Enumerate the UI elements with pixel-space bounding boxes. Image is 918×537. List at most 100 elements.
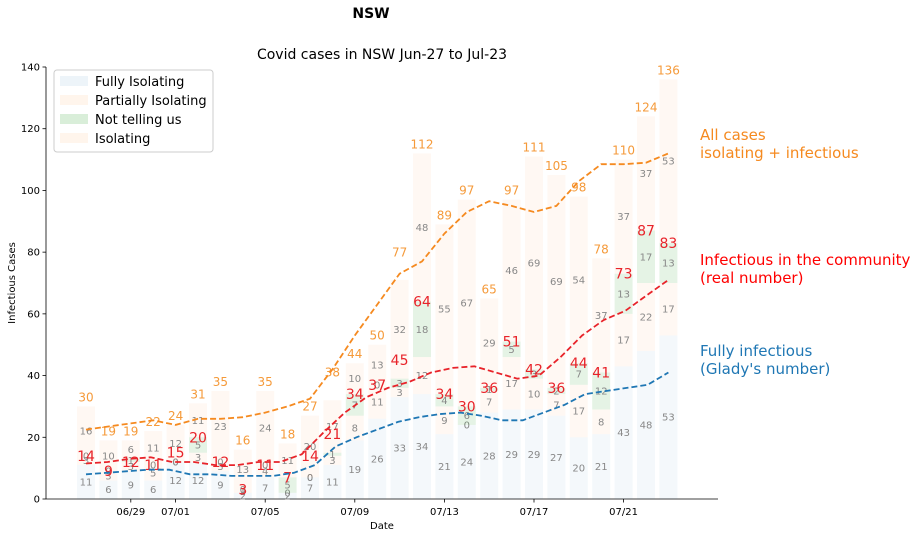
infectious-label-15: 64 (413, 295, 431, 311)
bar-label-1-17: 24 (460, 457, 473, 468)
infectious-label-26: 83 (659, 236, 677, 252)
bar-1-7 (233, 492, 252, 499)
bar-4-8 (256, 391, 275, 466)
infectious-label-10: 14 (301, 449, 319, 465)
bar-4-15 (413, 153, 431, 302)
bar-label-2-26: 17 (662, 305, 675, 316)
bar-label-4-1: 10 (102, 451, 115, 462)
y-axis-label: Infectious Cases (7, 242, 18, 324)
bar-1-18 (480, 412, 499, 499)
bar-label-3-13: 0 (374, 380, 380, 391)
infectious-label-6: 12 (211, 455, 229, 471)
bar-label-2-0: 3 (83, 456, 89, 467)
bar-2-26 (659, 283, 678, 336)
bar-2-13 (368, 384, 387, 419)
bar-label-4-9: 11 (281, 456, 294, 467)
bar-label-4-4: 12 (169, 439, 182, 450)
bar-4-0 (77, 406, 95, 456)
total-label-14: 77 (392, 245, 407, 259)
bar-2-23 (592, 409, 611, 435)
infectious-label-14: 45 (391, 353, 409, 369)
total-label-8: 35 (258, 375, 273, 389)
y-tick-label-2: 40 (27, 371, 40, 382)
bar-label-2-21: 7 (553, 400, 559, 411)
bar-4-22 (569, 196, 588, 364)
bar-3-17 (457, 406, 476, 425)
bar-4-13 (368, 344, 387, 385)
total-label-16: 89 (437, 208, 452, 222)
bar-1-9 (278, 492, 297, 499)
infectious-label-8: 11 (256, 458, 274, 474)
infectious-label-12: 34 (346, 387, 364, 403)
bar-label-4-16: 55 (438, 305, 451, 316)
total-label-0: 30 (78, 390, 93, 404)
annotation-2-line-0: Fully infectious (700, 342, 812, 360)
y-tick-label-1: 20 (27, 433, 40, 444)
bar-label-4-6: 23 (214, 422, 227, 433)
bar-label-3-10: 0 (307, 473, 313, 484)
infectious-trend-line (85, 279, 669, 467)
bar-4-12 (345, 363, 364, 395)
bar-label-3-9: 5 (284, 481, 290, 492)
bar-1-22 (569, 437, 588, 499)
bar-label-3-0: 0 (83, 451, 89, 462)
bar-1-23 (592, 434, 611, 499)
bar-3-20 (525, 369, 543, 379)
bar-label-4-0: 16 (80, 427, 93, 438)
legend-swatch-3 (60, 133, 88, 143)
infectious-label-0: 14 (77, 449, 95, 465)
bar-1-15 (413, 394, 431, 499)
annotation-0-line-1: isolating + infectious (700, 144, 859, 162)
bar-2-0 (77, 455, 95, 466)
bar-label-3-4: 0 (172, 457, 178, 468)
infectious-label-2: 12 (122, 455, 140, 471)
bar-label-3-20: 3 (531, 370, 537, 381)
bar-label-3-11: 1 (329, 450, 335, 461)
x-tick-label-4: 07/13 (430, 507, 459, 518)
bar-label-2-7: 1 (240, 487, 246, 498)
bar-label-2-9: 0 (284, 488, 290, 499)
bar-label-2-25: 22 (640, 312, 653, 323)
bar-label-4-17: 67 (460, 299, 473, 310)
infectious-label-5: 20 (189, 430, 207, 446)
bar-label-2-10: 0 (307, 473, 313, 484)
bar-label-1-26: 53 (662, 413, 675, 424)
bar-label-2-23: 8 (598, 417, 604, 428)
bar-4-21 (547, 175, 566, 388)
bar-label-4-11: 17 (326, 422, 339, 433)
bar-label-4-22: 54 (572, 275, 585, 286)
infectious-label-18: 36 (480, 381, 498, 397)
bar-label-4-20: 69 (528, 258, 541, 269)
bar-4-2 (121, 440, 140, 459)
bar-2-8 (256, 465, 275, 478)
total-label-3: 22 (146, 415, 161, 429)
infectious-label-9: 7 (283, 470, 292, 486)
x-axis-label: Date (370, 521, 394, 532)
infectious-label-21: 36 (547, 381, 565, 397)
bar-label-1-4: 12 (169, 476, 182, 487)
bar-label-4-3: 11 (147, 444, 160, 455)
total-label-23: 78 (594, 242, 609, 256)
y-tick-label-5: 100 (21, 186, 40, 197)
total-label-22: 98 (571, 181, 586, 195)
bar-label-1-24: 43 (617, 428, 630, 439)
bar-label-3-8: 0 (262, 461, 268, 472)
legend-label-1: Partially Isolating (95, 94, 207, 109)
bar-label-3-16: 4 (441, 396, 447, 407)
infectious-label-4: 15 (167, 446, 185, 462)
bar-label-1-3: 6 (150, 485, 156, 496)
infectious-label-22: 44 (570, 356, 588, 372)
bar-4-20 (525, 156, 543, 370)
bar-2-21 (547, 394, 566, 416)
bar-4-23 (592, 258, 611, 373)
bar-label-1-7: 2 (240, 491, 246, 502)
all-cases-trend-line (85, 152, 669, 431)
y-tick-label-7: 140 (21, 63, 40, 74)
x-tick-label-6: 07/21 (609, 507, 638, 518)
total-label-20: 111 (523, 140, 546, 154)
bar-label-2-3: 5 (150, 468, 156, 479)
total-label-25: 124 (635, 100, 658, 114)
bar-1-10 (301, 477, 319, 499)
bar-3-22 (569, 363, 588, 385)
